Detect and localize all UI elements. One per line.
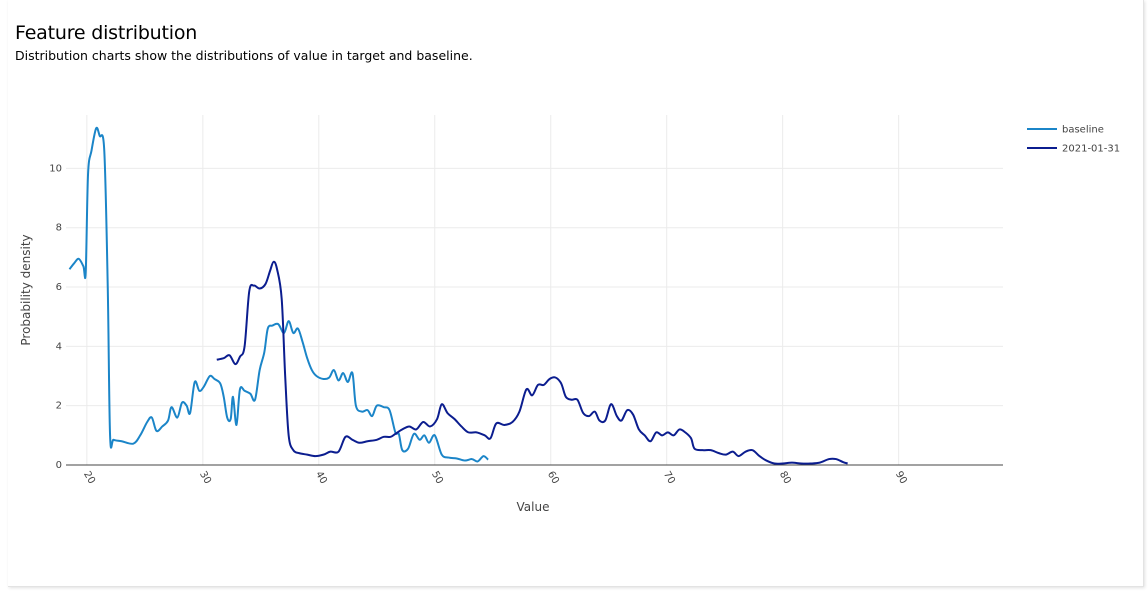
- page-subtitle: Distribution charts show the distributio…: [15, 48, 473, 63]
- y-tick-label: 2: [56, 401, 62, 412]
- chart-card: [8, 0, 1144, 587]
- x-tick-label: 20: [81, 469, 97, 486]
- x-tick-label: 70: [661, 469, 677, 486]
- x-tick-label: 30: [197, 469, 213, 486]
- x-tick-label: 60: [545, 469, 561, 486]
- grid: [66, 115, 1003, 465]
- x-axis-title: Value: [517, 500, 550, 514]
- axes: 20 30 40 50 60 70 80 90 0 2 4 6 8 10: [49, 163, 1003, 486]
- x-tick-label: 80: [777, 469, 793, 486]
- series-line-0[interactable]: [68, 126, 489, 463]
- y-tick-label: 10: [49, 163, 62, 174]
- legend-label: 2021-01-31: [1062, 144, 1120, 155]
- page-title: Feature distribution: [15, 22, 198, 44]
- legend-label: baseline: [1062, 125, 1104, 136]
- y-axis-title: Probability density: [19, 234, 33, 345]
- series-line-1[interactable]: [216, 260, 848, 465]
- y-tick-label: 6: [56, 282, 62, 293]
- y-tick-label: 8: [56, 223, 62, 234]
- y-tick-label: 4: [56, 341, 62, 352]
- legend-item-0[interactable]: baseline: [1027, 125, 1104, 136]
- x-tick-label: 50: [429, 469, 445, 486]
- y-tick-label: 0: [56, 460, 62, 471]
- legend[interactable]: baseline 2021-01-31: [1027, 125, 1120, 155]
- legend-item-1[interactable]: 2021-01-31: [1027, 144, 1120, 155]
- x-tick-label: 40: [313, 469, 329, 486]
- x-tick-label: 90: [893, 469, 909, 486]
- series-lines: [68, 126, 848, 465]
